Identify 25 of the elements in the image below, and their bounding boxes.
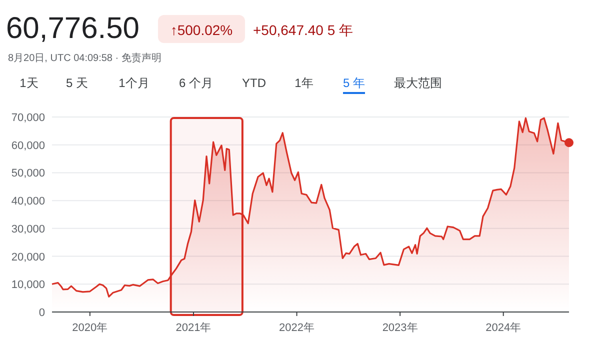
text: 最大范围 (394, 76, 442, 90)
y-tick-label: 30,000 (11, 223, 45, 236)
x-tick-label: 2022年 (279, 322, 315, 334)
text: 5 天 (66, 76, 88, 90)
y-tick-label: 70,000 (11, 112, 45, 124)
text: 5 年 (342, 76, 366, 90)
x-tick-label: 2020年 (72, 322, 108, 334)
chart-title: 60,776.50 (6, 12, 140, 45)
x-tick-label: 2023年 (382, 322, 418, 334)
y-tick-label: 40,000 (11, 196, 45, 208)
chart-subtitle: 8月20日, UTC 04:09:58 · 免责声明 (8, 52, 162, 64)
text: 1天 (20, 76, 38, 90)
x-tick-label: 2024年 (486, 322, 522, 334)
text: 1个月 (118, 76, 150, 90)
y-tick-label: 20,000 (11, 251, 45, 264)
y-tick-label: 10,000 (11, 279, 45, 292)
y-tick-label: 60,000 (11, 140, 45, 152)
x-tick-label: 2021年 (176, 322, 212, 334)
y-tick-label: 50,000 (11, 168, 45, 180)
text: ↑500.02% (170, 22, 233, 38)
text: 1年 (294, 76, 314, 90)
text: +50,647.40 5 年 (253, 22, 354, 38)
text: YTD (242, 76, 266, 90)
y-tick-label: 0 (38, 307, 45, 319)
text: 6 个月 (178, 76, 214, 90)
